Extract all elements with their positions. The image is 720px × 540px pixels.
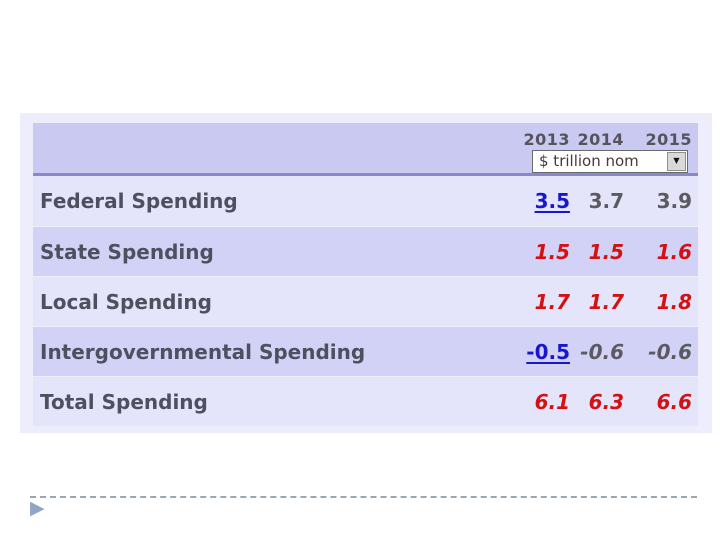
units-row: $ trillion nom ▼ <box>33 149 698 173</box>
spending-table-panel: 2013 2014 2015 $ trillion nom ▼ Federal … <box>20 113 712 433</box>
year-header-row: 2013 2014 2015 <box>33 123 698 149</box>
value-2013: 6.1 <box>534 389 570 414</box>
row-label: Federal Spending <box>40 189 238 213</box>
units-dropdown[interactable]: $ trillion nom ▼ <box>532 149 688 173</box>
row-label: Total Spending <box>40 389 208 414</box>
value-2015: 6.6 <box>656 389 692 414</box>
bullet-triangle-icon: ▶ <box>30 497 45 519</box>
value-2013: 1.7 <box>534 289 570 314</box>
spending-table: 2013 2014 2015 $ trillion nom ▼ Federal … <box>33 123 698 426</box>
year-header-2013: 2013 <box>523 130 570 149</box>
units-dropdown-value: $ trillion nom <box>539 152 639 170</box>
value-2015: 1.6 <box>656 239 692 264</box>
value-2013[interactable]: 3.5 <box>534 189 570 213</box>
row-label: Intergovernmental Spending <box>40 339 366 364</box>
row-intergovernmental-spending: Intergovernmental Spending -0.5 -0.6 -0.… <box>33 326 698 376</box>
row-local-spending: Local Spending 1.7 1.7 1.8 <box>33 276 698 326</box>
year-header-2014: 2014 <box>577 130 624 149</box>
header-separator <box>33 173 698 176</box>
value-2013[interactable]: -0.5 <box>526 339 570 364</box>
dropdown-arrow-icon[interactable]: ▼ <box>667 151 686 171</box>
value-2014: 1.7 <box>588 289 624 314</box>
value-2014: 6.3 <box>588 389 624 414</box>
value-2014: 1.5 <box>588 239 624 264</box>
row-label: Local Spending <box>40 289 212 314</box>
row-federal-spending: Federal Spending 3.5 3.7 3.9 <box>33 176 698 226</box>
value-2015: 3.9 <box>656 189 692 213</box>
year-header-2015: 2015 <box>645 130 692 149</box>
value-2015: -0.6 <box>648 339 692 364</box>
row-state-spending: State Spending 1.5 1.5 1.6 <box>33 226 698 276</box>
value-2013: 1.5 <box>534 239 570 264</box>
value-2015: 1.8 <box>656 289 692 314</box>
row-label: State Spending <box>40 239 214 264</box>
table-header: 2013 2014 2015 $ trillion nom ▼ <box>33 123 698 173</box>
row-total-spending: Total Spending 6.1 6.3 6.6 <box>33 376 698 426</box>
divider-dashed-line <box>30 496 697 498</box>
value-2014: -0.6 <box>580 339 624 364</box>
value-2014: 3.7 <box>588 189 624 213</box>
